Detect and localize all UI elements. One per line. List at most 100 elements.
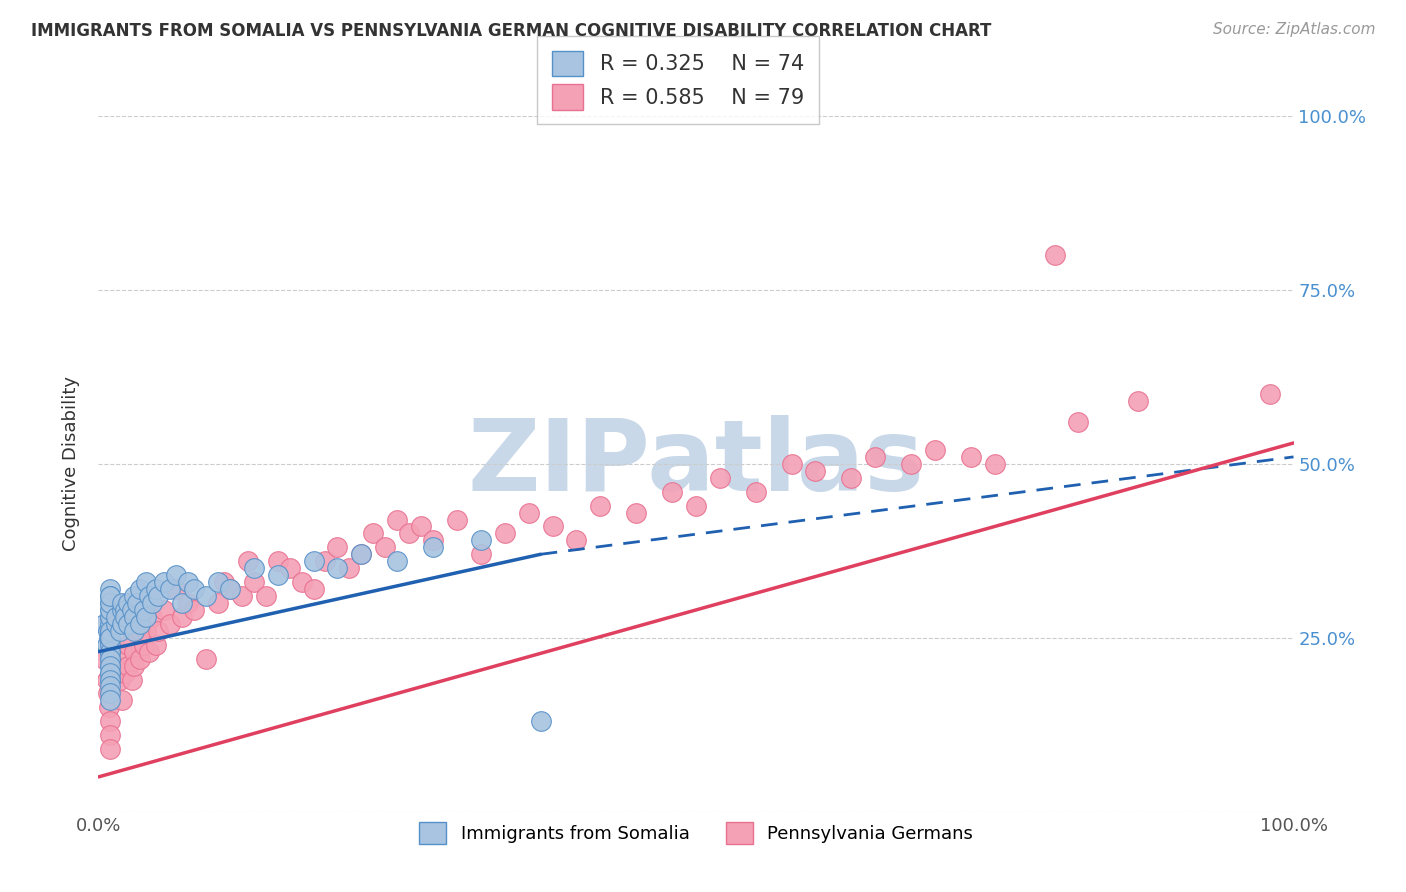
Point <box>984 457 1007 471</box>
Text: IMMIGRANTS FROM SOMALIA VS PENNSYLVANIA GERMAN COGNITIVE DISABILITY CORRELATION : IMMIGRANTS FROM SOMALIA VS PENNSYLVANIA … <box>31 22 991 40</box>
Point <box>98 665 122 680</box>
Point <box>117 596 139 610</box>
Point <box>98 603 122 617</box>
Point <box>709 471 731 485</box>
Point <box>243 561 266 575</box>
Point <box>212 575 235 590</box>
Point <box>165 582 187 596</box>
Point <box>98 742 122 756</box>
Point <box>121 603 143 617</box>
Legend: Immigrants from Somalia, Pennsylvania Germans: Immigrants from Somalia, Pennsylvania Ge… <box>412 815 980 851</box>
Point <box>291 575 314 590</box>
Point <box>900 457 922 471</box>
Point <box>326 561 349 575</box>
Point <box>589 499 612 513</box>
Point <box>339 561 361 575</box>
Point <box>530 714 553 729</box>
Point <box>385 512 409 526</box>
Point <box>165 568 187 582</box>
Point <box>114 665 136 680</box>
Point <box>93 616 115 631</box>
Y-axis label: Cognitive Disability: Cognitive Disability <box>62 376 80 551</box>
Point <box>804 464 827 478</box>
Point <box>148 624 170 638</box>
Point <box>98 603 122 617</box>
Point <box>96 638 118 652</box>
Point <box>98 693 122 707</box>
Point <box>98 596 122 610</box>
Point <box>172 596 194 610</box>
Point <box>138 645 160 659</box>
Point <box>98 631 122 645</box>
Point <box>267 554 290 568</box>
Point <box>374 541 396 555</box>
Point <box>98 610 122 624</box>
Point <box>132 638 155 652</box>
Point <box>98 624 122 638</box>
Point <box>98 638 122 652</box>
Text: ZIPatlas: ZIPatlas <box>468 416 924 512</box>
Point <box>129 624 152 638</box>
Point <box>124 610 146 624</box>
Point <box>841 471 863 485</box>
Point <box>172 610 194 624</box>
Point <box>111 596 134 610</box>
Point <box>98 631 121 645</box>
Point <box>96 673 118 687</box>
Point <box>111 693 134 707</box>
Point <box>111 603 134 617</box>
Text: Source: ZipAtlas.com: Source: ZipAtlas.com <box>1212 22 1375 37</box>
Point <box>98 596 122 610</box>
Point <box>111 616 134 631</box>
Point <box>98 665 122 680</box>
Point <box>626 506 648 520</box>
Point <box>114 610 136 624</box>
Point <box>446 512 468 526</box>
Point <box>207 596 229 610</box>
Point <box>231 589 253 603</box>
Point <box>98 673 122 687</box>
Point <box>302 582 325 596</box>
Point <box>177 596 200 610</box>
Point <box>385 554 409 568</box>
Point <box>98 589 122 603</box>
Point <box>924 442 946 457</box>
Point <box>98 645 122 659</box>
Point <box>129 651 152 665</box>
Point <box>135 610 157 624</box>
Point <box>780 457 803 471</box>
Point <box>117 658 139 673</box>
Point <box>108 624 131 638</box>
Point <box>98 658 122 673</box>
Point <box>243 575 266 590</box>
Point <box>278 561 301 575</box>
Point <box>1258 387 1281 401</box>
Point <box>132 603 155 617</box>
Point <box>141 610 163 624</box>
Point <box>108 673 131 687</box>
Point <box>98 680 122 694</box>
Point <box>117 616 139 631</box>
Point <box>177 575 200 590</box>
Point <box>105 616 128 631</box>
Point <box>159 616 181 631</box>
Point <box>195 651 218 665</box>
Point <box>98 673 122 687</box>
Point <box>98 658 122 673</box>
Point <box>117 638 139 652</box>
Point <box>326 541 349 555</box>
Point <box>865 450 887 464</box>
Point <box>145 582 167 596</box>
Point <box>124 658 146 673</box>
Point <box>398 526 420 541</box>
Point <box>98 638 122 652</box>
Point <box>98 616 122 631</box>
Point <box>145 638 167 652</box>
Point <box>422 541 444 555</box>
Point <box>470 547 492 561</box>
Point <box>138 589 160 603</box>
Point <box>148 589 170 603</box>
Point <box>98 686 122 700</box>
Point <box>195 589 218 603</box>
Point <box>135 575 157 590</box>
